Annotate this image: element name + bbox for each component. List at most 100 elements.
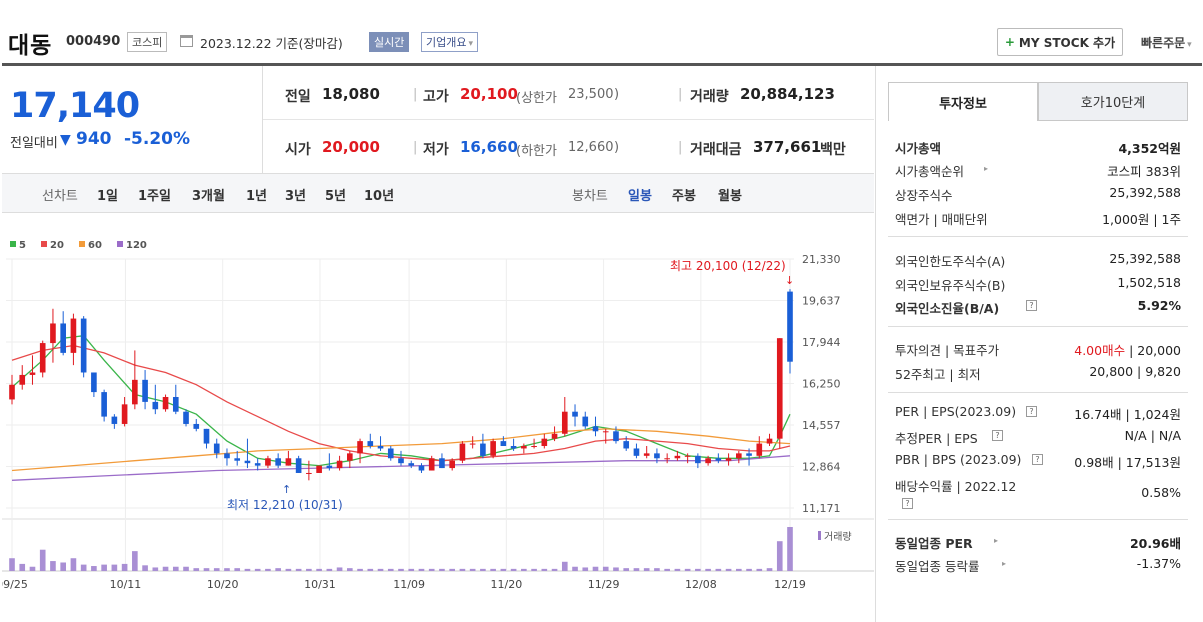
high-label: 고가 bbox=[423, 89, 449, 105]
divider: | bbox=[413, 87, 418, 102]
info-row[interactable]: 시가총액순위 ▸ 코스피 383위 bbox=[895, 161, 1181, 183]
volume-legend-swatch bbox=[818, 531, 821, 540]
candle bbox=[265, 458, 271, 466]
candle bbox=[326, 465, 333, 469]
candle bbox=[664, 458, 670, 460]
tab-1d[interactable]: 1일 bbox=[97, 189, 119, 204]
candle bbox=[572, 411, 578, 417]
x-tick-label: 12/08 bbox=[685, 578, 717, 591]
candle bbox=[756, 443, 763, 456]
candle bbox=[787, 291, 793, 362]
stock-header: 대동 000490 코스피 2023.12.22 기준(장마감) 실시간 기업개… bbox=[0, 0, 1203, 64]
tab-3y[interactable]: 3년 bbox=[285, 189, 307, 204]
info-row: 시가총액 4,352억원 bbox=[895, 138, 1181, 160]
volume-bar bbox=[398, 568, 404, 571]
info-row[interactable]: PBR | BPS (2023.09)? 0.98배 | 17,513원 bbox=[895, 452, 1181, 474]
candle bbox=[275, 458, 281, 466]
volume-bar bbox=[39, 549, 46, 571]
candle bbox=[736, 453, 742, 459]
ma-line-20 bbox=[11, 344, 791, 462]
prev-close-label: 전일 bbox=[285, 89, 311, 105]
change-label: 전일대비 bbox=[10, 136, 58, 151]
volume-bar bbox=[91, 566, 97, 571]
info-row[interactable]: PER | EPS(2023.09)? 16.74배 | 1,024원 bbox=[895, 404, 1181, 426]
info-value: 0.98배 | 17,513원 bbox=[1074, 455, 1181, 470]
volume-bar bbox=[326, 568, 333, 571]
volume-bar bbox=[295, 568, 302, 571]
x-tick-label: 10/11 bbox=[110, 578, 142, 591]
low-label: 저가 bbox=[423, 142, 449, 158]
realtime-button[interactable]: 실시간 bbox=[369, 32, 410, 52]
info-row[interactable]: 동일업종 등락률 ▸ -1.37% bbox=[895, 556, 1181, 578]
header-divider bbox=[2, 63, 1202, 66]
legend-label-20: 20 bbox=[50, 240, 64, 251]
info-key: 상장주식수 bbox=[895, 188, 953, 203]
volume-bar bbox=[787, 527, 793, 571]
open-value: 20,000 bbox=[322, 138, 380, 156]
company-info-dropdown[interactable]: 기업개요 ▾ bbox=[421, 32, 479, 52]
ma-line-60 bbox=[11, 428, 791, 472]
divider: | bbox=[678, 87, 683, 102]
opinion-value: 4.00매수 bbox=[1074, 343, 1126, 358]
candle bbox=[541, 438, 548, 447]
tab-monthly[interactable]: 월봉 bbox=[718, 189, 742, 204]
volume-bars bbox=[9, 527, 793, 571]
y-tick-label: 21,330 bbox=[802, 253, 841, 266]
candle bbox=[725, 458, 732, 461]
candle bbox=[132, 379, 138, 405]
volume-bar bbox=[387, 568, 394, 571]
candle bbox=[295, 458, 302, 473]
volume-bar bbox=[623, 568, 630, 571]
candle bbox=[428, 458, 435, 471]
candlestick-chart[interactable]: 5 20 60 120 21,330 19,637 17,944 16,250 14,557 1… bbox=[2, 213, 874, 622]
candle bbox=[551, 433, 558, 439]
open-label: 시가 bbox=[285, 142, 311, 158]
info-row: 외국인한도주식수(A) 25,392,588 bbox=[895, 251, 1181, 273]
volume-bar bbox=[613, 567, 619, 571]
y-tick-label: 12,864 bbox=[802, 461, 841, 474]
info-row[interactable]: 동일업종 PER ▸ 20.96배 bbox=[895, 533, 1181, 555]
my-stock-add-button[interactable]: + MY STOCK 추가 bbox=[997, 28, 1123, 56]
volume-bar bbox=[50, 561, 56, 571]
tab-weekly[interactable]: 주봉 bbox=[672, 189, 696, 204]
info-row[interactable]: 배당수익률 | 2022.12? 0.58% bbox=[895, 476, 1181, 516]
divider bbox=[888, 326, 1188, 327]
volume-bar bbox=[490, 568, 496, 571]
tab-3m[interactable]: 3개월 bbox=[192, 189, 225, 204]
quote-divider bbox=[263, 119, 874, 120]
info-value: 5.92% bbox=[1137, 298, 1181, 313]
candle bbox=[623, 441, 630, 449]
tab-invest-info[interactable]: 투자정보 bbox=[888, 82, 1038, 121]
info-row[interactable]: 추정PER | EPS? N/A | N/A bbox=[895, 428, 1181, 450]
tab-daily[interactable]: 일봉 bbox=[628, 189, 652, 204]
candle bbox=[101, 392, 107, 417]
info-key: PBR | BPS (2023.09) bbox=[895, 452, 1022, 467]
info-value: 1,502,518 bbox=[1117, 275, 1181, 290]
candle bbox=[336, 460, 343, 469]
tab-10y[interactable]: 10년 bbox=[364, 189, 395, 204]
x-tick-label: 10/20 bbox=[207, 578, 239, 591]
help-icon: ? bbox=[1026, 406, 1037, 417]
info-value: 4,352억원 bbox=[1118, 141, 1181, 156]
info-row[interactable]: 외국인소진율(B/A)? 5.92% bbox=[895, 298, 1181, 320]
tab-order-book[interactable]: 호가10단계 bbox=[1038, 82, 1188, 121]
volume-bar bbox=[377, 568, 384, 571]
candle bbox=[439, 458, 445, 469]
volume-bar bbox=[500, 568, 507, 571]
tab-5y[interactable]: 5년 bbox=[325, 189, 347, 204]
candle bbox=[746, 453, 752, 456]
candle bbox=[582, 416, 589, 427]
volume-bar bbox=[643, 568, 650, 571]
tab-1w[interactable]: 1주일 bbox=[138, 189, 171, 204]
axes: 09/25 10/11 10/20 10/31 11/09 11/20 11/29 12/08… bbox=[2, 578, 806, 591]
volume-value: 20,884,123 bbox=[740, 85, 835, 103]
volume-bar bbox=[316, 568, 322, 571]
ma-legend: 5 20 60 120 bbox=[10, 240, 147, 251]
y-tick-label: 19,637 bbox=[802, 294, 841, 307]
chart-tab-bar bbox=[2, 173, 874, 213]
tab-1y[interactable]: 1년 bbox=[246, 189, 268, 204]
quick-order-button[interactable]: 빠른주문 ▾ bbox=[1141, 34, 1192, 51]
y-tick-label: 16,250 bbox=[802, 378, 841, 391]
date-text: 2023.12.22 기준(장마감) bbox=[200, 36, 343, 51]
current-price: 17,140 bbox=[10, 86, 140, 126]
